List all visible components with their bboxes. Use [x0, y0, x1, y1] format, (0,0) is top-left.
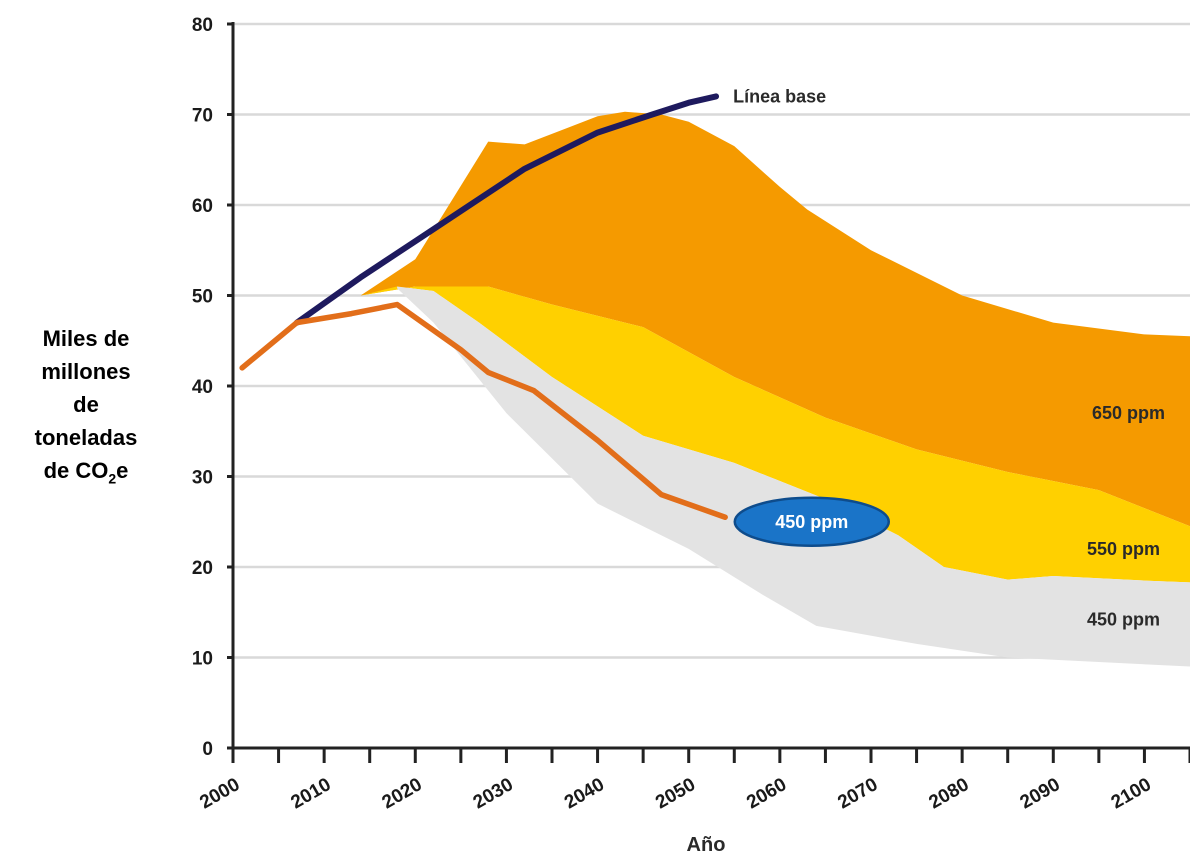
scenario-bands	[360, 111, 1190, 667]
pathway-450-series-line	[239, 301, 728, 520]
pathway-lines	[239, 93, 728, 520]
x-tick-label-2050: 2050	[652, 774, 699, 813]
y-axis-label-suffix: e	[116, 458, 129, 483]
pathway-450-badge-label: 450 ppm	[775, 512, 848, 532]
y-tick-label-0: 0	[202, 739, 213, 760]
y-axis-label-line-4: toneladas	[34, 425, 138, 450]
y-tick-label-80: 80	[192, 15, 213, 36]
band-550-ppm	[360, 286, 1190, 583]
pathway-450-badge	[733, 496, 891, 547]
x-tick-label-2010: 2010	[288, 774, 335, 813]
y-tick-label-60: 60	[192, 196, 213, 217]
y-axis-label-prefix: de CO	[43, 458, 109, 483]
band-label-550: 550 ppm	[1087, 539, 1160, 559]
baseline-label: Línea base	[733, 86, 826, 106]
band-label-650: 650 ppm	[1092, 403, 1165, 423]
y-tick-label-70: 70	[192, 106, 213, 127]
chart-labels: Línea base 650 ppm 550 ppm 450 ppm 450 ppm	[733, 86, 1165, 629]
x-tick-label-2070: 2070	[834, 774, 881, 813]
y-axis-label-subscript: 2	[108, 470, 117, 487]
x-tick-label-2080: 2080	[926, 774, 973, 813]
y-tick-label-10: 10	[192, 649, 213, 670]
y-axis-label-line-5: de CO2e	[0, 454, 172, 495]
y-tick-label-20: 20	[192, 558, 213, 579]
x-tick-label-2020: 2020	[379, 774, 426, 813]
y-axis-label: Miles de millones de toneladas de CO2e	[0, 322, 172, 495]
y-tick-label-40: 40	[192, 377, 213, 398]
x-tick-label-2100: 2100	[1108, 774, 1155, 813]
band-450-ppm	[397, 286, 1190, 667]
x-tick-label-2060: 2060	[743, 774, 790, 813]
y-axis-label-line-3: de	[73, 392, 99, 417]
x-tick-label-2030: 2030	[470, 774, 517, 813]
y-tick-label-30: 30	[192, 468, 213, 489]
band-label-450: 450 ppm	[1087, 609, 1160, 629]
band-650-ppm	[360, 111, 1190, 527]
y-axis-label-line-2: millones	[41, 359, 131, 384]
baseline-series-line	[293, 93, 720, 326]
x-tick-label-2040: 2040	[561, 774, 608, 813]
x-tick-label-2000: 2000	[196, 774, 243, 813]
x-tick-label-2090: 2090	[1017, 774, 1064, 813]
x-axis-title: Año	[687, 834, 726, 856]
y-tick-label-50: 50	[192, 287, 213, 308]
y-axis-label-line-1: Miles de	[42, 326, 130, 351]
